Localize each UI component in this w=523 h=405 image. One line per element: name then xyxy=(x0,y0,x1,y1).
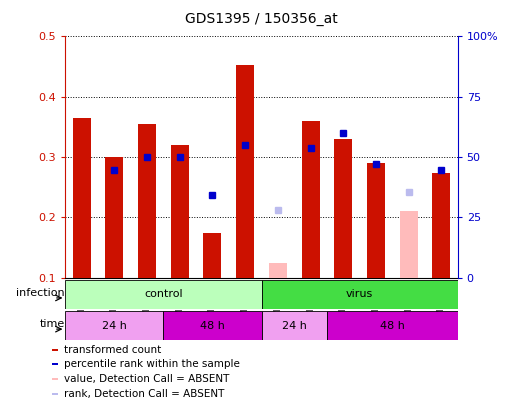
Text: 24 h: 24 h xyxy=(282,321,306,330)
Text: percentile rank within the sample: percentile rank within the sample xyxy=(64,359,240,369)
Bar xyxy=(171,145,189,278)
Bar xyxy=(433,173,450,278)
Bar xyxy=(52,393,58,394)
Bar xyxy=(163,311,262,340)
Bar xyxy=(106,157,123,278)
Bar xyxy=(334,139,352,278)
Text: transformed count: transformed count xyxy=(64,345,162,354)
Text: value, Detection Call = ABSENT: value, Detection Call = ABSENT xyxy=(64,374,230,384)
Bar xyxy=(327,311,458,340)
Text: virus: virus xyxy=(346,290,373,299)
Bar xyxy=(52,378,58,380)
Text: infection: infection xyxy=(16,288,65,298)
Bar xyxy=(400,211,417,278)
Text: 48 h: 48 h xyxy=(380,321,405,330)
Bar xyxy=(302,121,320,278)
Text: 48 h: 48 h xyxy=(200,321,225,330)
Bar xyxy=(367,163,385,278)
Bar xyxy=(65,280,262,309)
Bar xyxy=(52,349,58,350)
Bar xyxy=(262,311,327,340)
Text: control: control xyxy=(144,290,183,299)
Text: GDS1395 / 150356_at: GDS1395 / 150356_at xyxy=(185,12,338,26)
Bar xyxy=(269,263,287,278)
Text: 24 h: 24 h xyxy=(102,321,127,330)
Bar xyxy=(73,118,90,278)
Text: time: time xyxy=(39,319,65,329)
Bar xyxy=(138,124,156,278)
Bar xyxy=(65,311,163,340)
Bar xyxy=(52,363,58,365)
Bar xyxy=(236,65,254,278)
Text: rank, Detection Call = ABSENT: rank, Detection Call = ABSENT xyxy=(64,389,225,399)
Bar xyxy=(262,280,458,309)
Bar xyxy=(203,232,221,278)
